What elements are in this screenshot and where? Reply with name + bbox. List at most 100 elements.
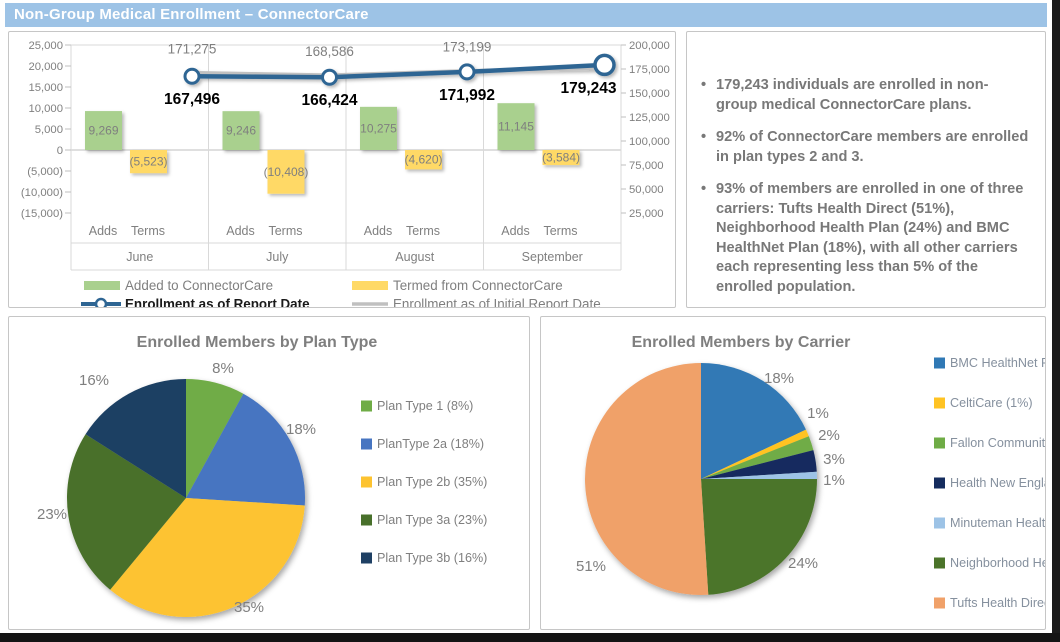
pie-slice <box>701 479 817 595</box>
left-axis-tick-label: 25,000 <box>28 40 63 52</box>
highlight-item: • 93% of members are enrolled in one of t… <box>701 180 1029 297</box>
chart-title: Enrolled Members by Plan Type <box>137 334 378 351</box>
legend-swatch <box>934 397 945 409</box>
pie-percent-label: 51% <box>576 558 606 575</box>
month-label: June <box>126 250 153 264</box>
right-axis-tick-label: 100,000 <box>629 136 670 148</box>
sub-category-label: Terms <box>543 224 577 238</box>
highlight-item: • 92% of ConnectorCare members are enroll… <box>701 128 1029 167</box>
left-axis-tick-label: (5,000) <box>27 166 63 178</box>
highlight-item: • 179,243 individuals are enrolled in non… <box>701 76 1029 115</box>
highlights-panel: • 179,243 individuals are enrolled in non… <box>686 31 1046 308</box>
page-title: Non-Group Medical Enrollment – Connector… <box>5 3 1047 27</box>
pie-percent-label: 16% <box>79 372 109 389</box>
legend-label: CeltiCare (1%) <box>950 396 1033 410</box>
legend-swatch <box>361 476 372 488</box>
pie-group <box>584 363 817 595</box>
legend-label: Added to ConnectorCare <box>125 278 273 293</box>
legend-swatch <box>934 477 945 489</box>
legend-label: Fallon Community Health Plan (2%) <box>950 436 1045 450</box>
report-line-value-label: 167,496 <box>164 91 220 108</box>
highlight-text: 179,243 individuals are enrolled in non-… <box>716 77 989 113</box>
bar-value-label: 9,246 <box>226 124 256 138</box>
bar-adds <box>360 106 397 150</box>
sub-category-label: Adds <box>89 224 118 238</box>
plan-type-chart-panel: Enrolled Members by Plan Type 8% Plan Typ… <box>8 316 530 630</box>
bullet-icon: • <box>701 129 707 146</box>
initial-line-value-label: 173,199 <box>443 40 492 55</box>
legend-swatch <box>934 517 945 529</box>
legend-swatch <box>934 597 945 609</box>
pie-group <box>67 379 305 617</box>
initial-line-value-label: 171,275 <box>168 42 217 57</box>
right-axis-tick-label: 75,000 <box>629 160 664 172</box>
pie-slice <box>85 379 186 498</box>
pie-slice <box>701 450 817 479</box>
sub-category-label: Adds <box>364 224 393 238</box>
bar-terms <box>405 150 442 170</box>
bar-value-label: 9,269 <box>88 124 118 138</box>
pie-slice <box>186 379 244 498</box>
pie-slice <box>67 434 186 590</box>
pie-slice <box>186 393 305 506</box>
legend-label: Plan Type 2b (35%) <box>377 475 487 489</box>
pie-slice <box>701 471 817 479</box>
legend-swatch <box>361 438 372 450</box>
highlight-text: 93% of members are enrolled in one of th… <box>716 181 1024 295</box>
pie-slice <box>701 429 809 479</box>
bar-value-label: (4,620) <box>404 153 442 167</box>
left-axis-tick-label: 5,000 <box>35 124 63 136</box>
pie-slice <box>110 498 305 617</box>
bar-value-label: 11,145 <box>498 120 534 134</box>
legend-swatch <box>361 400 372 412</box>
bar-terms <box>542 150 580 166</box>
right-axis-tick-label: 50,000 <box>629 184 664 196</box>
sub-category-label: Adds <box>226 224 255 238</box>
legend-label: Health New England (3%) <box>950 476 1045 490</box>
bullet-icon: • <box>701 77 707 93</box>
pie-percent-label: 1% <box>823 472 845 489</box>
legend-label: Enrollment as of Report Date <box>125 297 310 308</box>
line-marker <box>321 68 338 86</box>
pie-percent-label: 23% <box>37 506 67 523</box>
left-axis-tick-label: 20,000 <box>28 61 63 73</box>
pie-percent-label: 24% <box>788 555 818 572</box>
legend-label: PlanType 2a (18%) <box>377 437 484 451</box>
bar-value-label: (3,584) <box>542 151 580 165</box>
pie-percent-label: 18% <box>764 370 794 387</box>
legend-swatch <box>934 437 945 449</box>
legend-label: Plan Type 1 (8%) <box>377 399 473 413</box>
report-line-value-label: 166,424 <box>301 92 357 109</box>
left-axis-tick-label: (10,000) <box>21 187 63 199</box>
bar-value-label: (5,523) <box>129 155 167 169</box>
sub-category-label: Adds <box>501 224 530 238</box>
right-axis-tick-label: 150,000 <box>629 88 670 100</box>
initial-line-value-label: 168,586 <box>305 44 354 59</box>
pie-percent-label: 2% <box>818 427 840 444</box>
legend-label: Plan Type 3a (23%) <box>377 513 487 527</box>
enrollment-combo-chart: 25,000 20,000 15,000 10,000 5,000 0 (5,000) (10… <box>21 40 670 308</box>
bar-value-label: 10,275 <box>360 121 397 135</box>
pie-percent-label: 1% <box>807 405 829 422</box>
bullet-icon: • <box>701 181 707 198</box>
bar-terms <box>130 150 167 174</box>
legend-label: BMC HealthNet Plan (18%) <box>950 356 1045 370</box>
right-axis-tick-label: 175,000 <box>629 64 670 76</box>
pie-percent-label: 3% <box>823 451 845 468</box>
bars-group <box>85 103 580 194</box>
legend-swatch-terms <box>352 281 388 290</box>
month-label: July <box>266 250 289 264</box>
pie-percent-label: 35% <box>234 599 264 616</box>
highlight-text: 92% of ConnectorCare members are enrolle… <box>716 129 1029 165</box>
left-axis-tick-label: 10,000 <box>28 103 63 115</box>
enrollment-chart-panel: 25,000 20,000 15,000 10,000 5,000 0 (5,000) (10… <box>8 31 676 308</box>
bar-value-label: (10,408) <box>264 165 309 179</box>
right-axis-tick-label: 25,000 <box>629 208 664 220</box>
legend-swatch <box>361 514 372 526</box>
chart-title: Enrolled Members by Carrier <box>632 334 851 351</box>
right-axis-tick-label: 125,000 <box>629 112 670 124</box>
legend-swatch <box>934 557 945 569</box>
window-edge-bottom <box>0 633 1060 642</box>
pie-slice <box>584 363 709 595</box>
